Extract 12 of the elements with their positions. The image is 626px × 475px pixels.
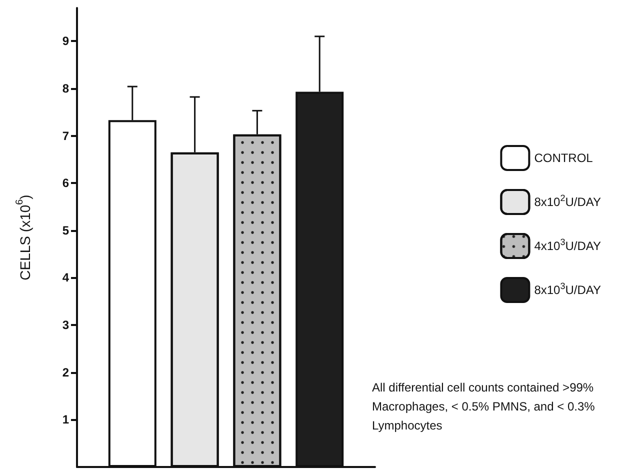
y-tick-label: 4 xyxy=(62,270,70,285)
y-tick-label: 5 xyxy=(62,223,70,238)
y-axis-title: CELLS (x106) xyxy=(14,194,33,280)
y-tick-label: 2 xyxy=(62,365,70,380)
y-tick-label: 1 xyxy=(62,412,70,427)
legend-label: CONTROL xyxy=(534,151,594,165)
annotation: All differential cell counts contained >99% Macrophages, < 0.5% PMNS, and < 0.3% Lymphocytes xyxy=(372,380,598,432)
y-tick-label: 6 xyxy=(62,176,70,190)
y-tick-label: 9 xyxy=(62,34,70,48)
y-tick-label: 8 xyxy=(62,81,70,96)
y-tick-label: 3 xyxy=(62,318,70,332)
y-tick-label: 7 xyxy=(62,128,70,143)
